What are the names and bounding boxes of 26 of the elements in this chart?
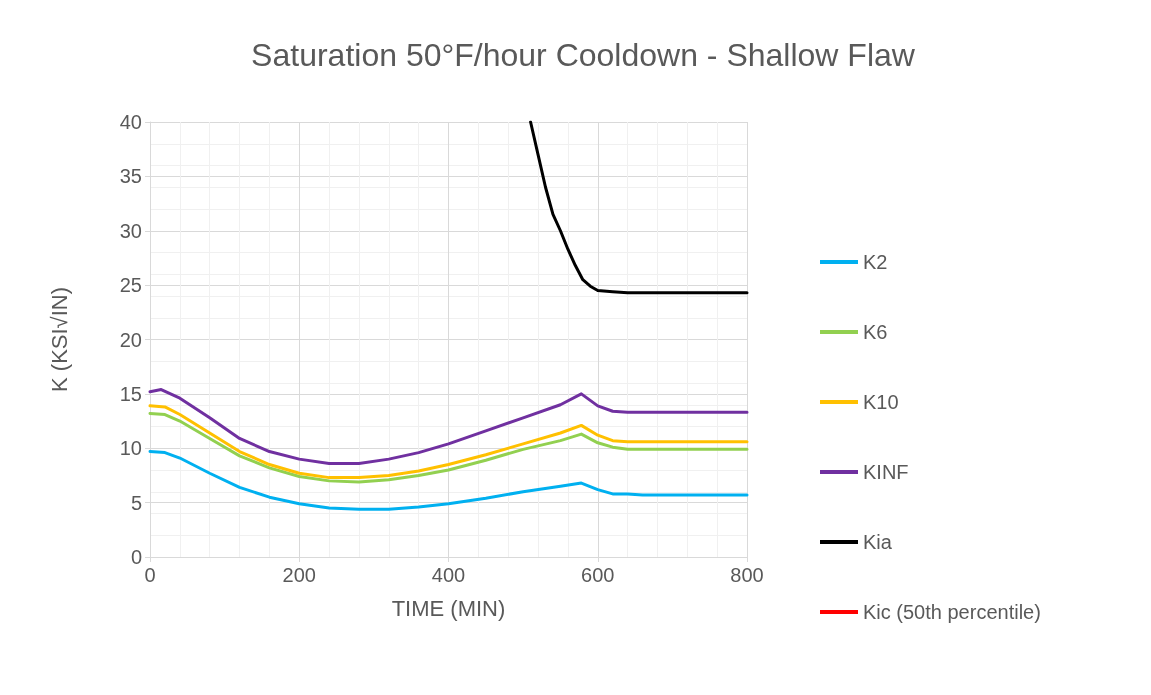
legend-label: KINF <box>863 461 909 483</box>
chart-title: Saturation 50°F/hour Cooldown - Shallow Flaw <box>251 37 916 73</box>
y-tick-label: 35 <box>119 165 142 188</box>
y-tick-label: 40 <box>119 111 142 133</box>
y-axis-title: K (KSI√IN) <box>46 287 72 392</box>
line-series <box>529 120 749 295</box>
x-tick-label: 200 <box>282 564 316 586</box>
line-series <box>148 388 749 465</box>
x-tick-label: 600 <box>581 564 615 586</box>
y-tick-label: 10 <box>119 437 142 460</box>
y-tick-label: 15 <box>119 382 142 405</box>
y-tick-label: 5 <box>130 491 142 514</box>
legend-label: K6 <box>863 321 888 343</box>
x-axis-title: TIME (MIN) <box>391 595 506 621</box>
legend-label: Kia <box>863 531 893 553</box>
x-tick-label: 400 <box>431 564 466 586</box>
x-tick-label: 800 <box>730 564 764 586</box>
y-tick-label: 30 <box>119 219 142 242</box>
line-series <box>148 450 749 511</box>
y-tick-label: 25 <box>119 274 142 297</box>
legend-label: K2 <box>863 251 888 273</box>
y-tick-label: 20 <box>119 328 142 351</box>
x-tick-label: 0 <box>144 564 156 586</box>
legend-label: K10 <box>863 391 899 413</box>
y-tick-label: 0 <box>130 546 142 568</box>
legend-label: Kic (50th percentile) <box>863 601 1041 623</box>
